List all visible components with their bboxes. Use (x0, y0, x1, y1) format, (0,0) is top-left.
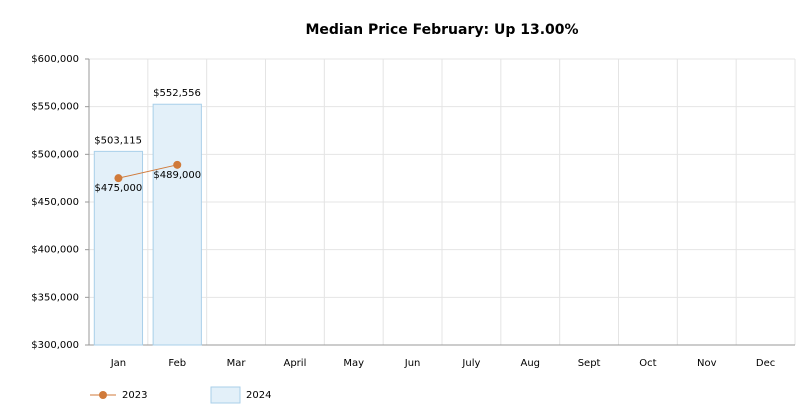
x-tick-label: Jan (110, 358, 126, 369)
y-tick-label: $350,000 (31, 292, 79, 303)
x-tick-label: Nov (697, 358, 717, 369)
line-point (114, 174, 123, 183)
y-tick-label: $500,000 (31, 149, 79, 160)
line-point (173, 160, 182, 169)
x-tick-label: Aug (520, 358, 540, 369)
bar-value-label: $503,115 (94, 135, 142, 146)
legend-swatch (210, 386, 241, 404)
chart-title: Median Price February: Up 13.00% (305, 22, 578, 38)
x-tick-label: May (343, 358, 364, 369)
y-tick-label: $450,000 (31, 197, 79, 208)
bar (152, 103, 202, 346)
line-value-label: $475,000 (95, 183, 143, 194)
bar (93, 150, 144, 346)
y-tick-label: $300,000 (31, 340, 79, 351)
x-tick-label: Feb (168, 358, 186, 369)
y-tick-label: $400,000 (31, 245, 79, 256)
legend-marker (99, 391, 107, 399)
legend-label: 2023 (122, 390, 147, 401)
y-tick-label: $600,000 (31, 54, 79, 65)
bar-value-label: $552,556 (153, 88, 201, 99)
x-tick-label: Sept (578, 358, 601, 369)
y-tick-label: $550,000 (31, 102, 79, 113)
x-tick-label: July (461, 358, 480, 369)
x-tick-label: April (283, 358, 306, 369)
x-tick-label: Mar (227, 358, 247, 369)
line (118, 164, 178, 179)
legend-label: 2024 (246, 390, 271, 401)
x-tick-label: Jun (404, 358, 421, 369)
x-tick-label: Dec (756, 358, 775, 369)
line-value-label: $489,000 (153, 170, 201, 181)
x-tick-label: Oct (639, 358, 656, 369)
